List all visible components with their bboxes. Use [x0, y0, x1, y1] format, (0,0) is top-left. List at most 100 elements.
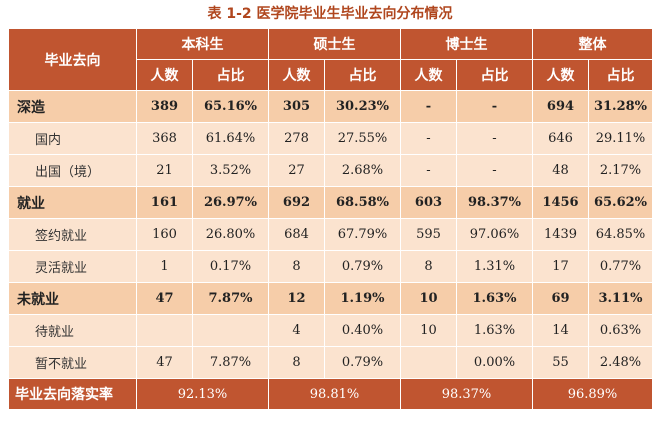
footer-value-doctor: 98.37% — [400, 378, 533, 410]
footer-value-undergrad: 92.13% — [136, 378, 269, 410]
count-cell: 4 — [268, 314, 325, 347]
ratio-cell: 1.63% — [456, 282, 533, 315]
ratio-cell: 1.19% — [324, 282, 401, 315]
table-row: 深造 389 65.16% 305 30.23% - -694 31.28% — [8, 90, 653, 123]
count-cell: 17 — [532, 250, 589, 283]
footer-label: 毕业去向落实率 — [8, 378, 137, 410]
ratio-cell: 0.63% — [588, 314, 653, 347]
count-cell: - — [400, 154, 457, 187]
sub-header-ratio: 占比 — [324, 59, 401, 91]
ratio-cell — [192, 314, 269, 347]
count-cell: 8 — [268, 346, 325, 379]
ratio-cell: 65.62% — [588, 186, 653, 219]
count-cell: 1 — [136, 250, 193, 283]
ratio-cell: 2.68% — [324, 154, 401, 187]
ratio-cell: 98.37% — [456, 186, 533, 219]
count-cell: 305 — [268, 90, 325, 123]
count-cell: 10 — [400, 314, 457, 347]
count-cell: 12 — [268, 282, 325, 315]
header-row-sub: 人数 占比 人数 占比 人数 占比 人数 占比 — [9, 59, 653, 91]
row-label: 出国（境） — [8, 154, 137, 187]
count-cell: 10 — [400, 282, 457, 315]
ratio-cell: 1.31% — [456, 250, 533, 283]
ratio-cell: 1.63% — [456, 314, 533, 347]
ratio-cell: 0.79% — [324, 346, 401, 379]
count-cell: 694 — [532, 90, 589, 123]
ratio-cell: 67.79% — [324, 218, 401, 251]
table-caption: 表 1-2 医学院毕业生毕业去向分布情况 — [207, 6, 453, 22]
count-cell — [136, 314, 193, 347]
ratio-cell: 3.52% — [192, 154, 269, 187]
count-cell: 69 — [532, 282, 589, 315]
count-cell: 14 — [532, 314, 589, 347]
count-cell: 595 — [400, 218, 457, 251]
ratio-cell: 26.97% — [192, 186, 269, 219]
count-cell: 48 — [532, 154, 589, 187]
count-cell: - — [400, 122, 457, 155]
count-cell: 1439 — [532, 218, 589, 251]
group-header-undergrad: 本科生 — [136, 28, 269, 60]
ratio-cell: 68.58% — [324, 186, 401, 219]
table-row: 出国（境） 21 3.52% 27 2.68% - -48 2.17% — [8, 154, 653, 187]
table-row: 暂不就业 47 7.87% 8 0.79% 0.00% 55 2.48% — [8, 346, 653, 379]
sub-header-count: 人数 — [136, 59, 193, 91]
count-cell: 368 — [136, 122, 193, 155]
count-cell: 278 — [268, 122, 325, 155]
count-cell: 21 — [136, 154, 193, 187]
ratio-cell: 0.40% — [324, 314, 401, 347]
ratio-cell: 31.28% — [588, 90, 653, 123]
ratio-cell: 65.16% — [192, 90, 269, 123]
row-label: 深造 — [8, 90, 137, 123]
sub-header-ratio: 占比 — [192, 59, 269, 91]
header-row-groups: 毕业去向 本科生 硕士生 博士生 整体 — [8, 28, 653, 91]
count-cell: 646 — [532, 122, 589, 155]
ratio-cell: 64.85% — [588, 218, 653, 251]
ratio-cell: 27.55% — [324, 122, 401, 155]
ratio-cell: 2.17% — [588, 154, 653, 187]
ratio-cell: 2.48% — [588, 346, 653, 379]
count-cell: - — [400, 90, 457, 123]
ratio-cell: 29.11% — [588, 122, 653, 155]
count-cell: 161 — [136, 186, 193, 219]
footer-value-overall: 96.89% — [532, 378, 653, 410]
table-row: 灵活就业 1 0.17% 8 0.79% 8 1.31% 17 0.77% — [8, 250, 653, 283]
table-body: 深造 389 65.16% 305 30.23% - -694 31.28% 国内 368 61.6… — [8, 90, 653, 379]
count-cell: 8 — [268, 250, 325, 283]
table-row: 签约就业 160 26.80% 684 67.79% 595 97.06% 1439 64.85… — [8, 218, 653, 251]
ratio-cell: 0.77% — [588, 250, 653, 283]
count-cell — [400, 346, 457, 379]
row-label: 未就业 — [8, 282, 137, 315]
table-row: 就业 161 26.97% 692 68.58% 603 98.37% 1456 65.62% — [8, 186, 653, 219]
count-cell: 160 — [136, 218, 193, 251]
count-cell: 47 — [136, 282, 193, 315]
count-cell: 603 — [400, 186, 457, 219]
sub-header-count: 人数 — [268, 59, 325, 91]
ratio-cell: 97.06% — [456, 218, 533, 251]
count-cell: 47 — [136, 346, 193, 379]
count-cell: 27 — [268, 154, 325, 187]
count-cell: 692 — [268, 186, 325, 219]
table-row: 待就业 4 0.40% 10 1.63% 14 0.63% — [8, 314, 653, 347]
group-header-doctor: 博士生 — [400, 28, 533, 60]
ratio-cell: 7.87% — [192, 346, 269, 379]
group-header-overall: 整体 — [532, 28, 653, 60]
sub-header-count: 人数 — [400, 59, 457, 91]
count-cell: 684 — [268, 218, 325, 251]
count-cell: 55 — [532, 346, 589, 379]
row-label-header: 毕业去向 — [8, 28, 137, 91]
sub-header-ratio: 占比 — [588, 59, 653, 91]
ratio-cell: 7.87% — [192, 282, 269, 315]
table-row: 国内 368 61.64% 278 27.55% - -646 29.11% — [8, 122, 653, 155]
count-cell: 389 — [136, 90, 193, 123]
row-label: 国内 — [8, 122, 137, 155]
footer-row: 毕业去向落实率 92.13% 98.81% 98.37% 96.89% — [8, 378, 653, 410]
row-label: 暂不就业 — [8, 346, 137, 379]
ratio-cell: 0.00% — [456, 346, 533, 379]
ratio-cell: - — [456, 154, 533, 187]
group-header-master: 硕士生 — [268, 28, 401, 60]
row-label: 签约就业 — [8, 218, 137, 251]
sub-header-ratio: 占比 — [456, 59, 533, 91]
ratio-cell: 61.64% — [192, 122, 269, 155]
footer-value-master: 98.81% — [268, 378, 401, 410]
ratio-cell: 0.17% — [192, 250, 269, 283]
